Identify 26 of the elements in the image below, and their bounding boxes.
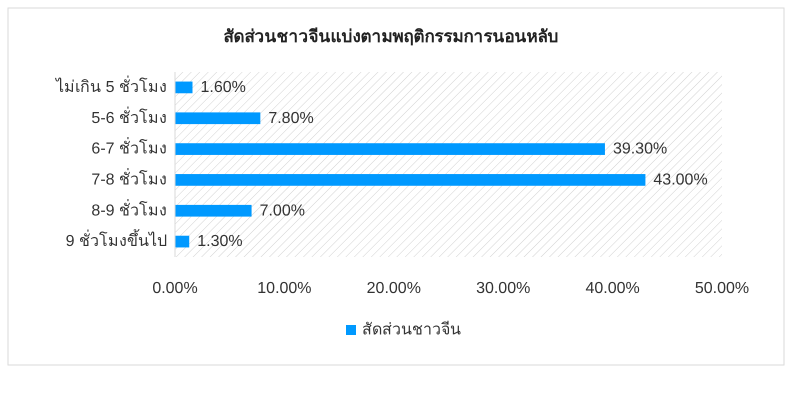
y-tick-label: ไม่เกิน 5 ชั่วโมง — [54, 74, 167, 96]
x-tick-label: 10.00% — [257, 280, 312, 297]
data-label: 7.00% — [260, 202, 305, 220]
bar — [175, 236, 190, 248]
y-tick-label: 7-8 ชั่วโมง — [91, 167, 167, 188]
bar — [175, 143, 605, 155]
bar — [175, 82, 193, 94]
x-tick-label: 30.00% — [476, 280, 530, 297]
y-tick-label: 6-7 ชั่วโมง — [91, 136, 167, 158]
data-label: 1.60% — [200, 78, 246, 96]
chart-title: สัดส่วนชาวจีนแบ่งตามพฤติกรรมการนอนหลับ — [224, 26, 558, 46]
data-label: 7.80% — [268, 110, 314, 127]
data-label: 43.00% — [653, 171, 708, 188]
y-tick-label: 8-9 ชั่วโมง — [91, 198, 167, 220]
legend-label: สัดส่วนชาวจีน — [362, 320, 461, 338]
y-tick-label: 9 ชั่วโมงขึ้นไป — [66, 229, 167, 250]
x-tick-label: 20.00% — [366, 280, 421, 297]
x-tick-label: 0.00% — [152, 280, 198, 297]
data-label: 1.30% — [197, 233, 243, 250]
bar — [175, 174, 646, 186]
x-tick-label: 40.00% — [585, 280, 640, 297]
data-label: 39.30% — [612, 140, 668, 158]
bar — [175, 112, 260, 124]
bar — [175, 204, 252, 217]
y-tick-label: 5-6 ชั่วโมง — [91, 106, 167, 127]
x-tick-label: 50.00% — [694, 280, 750, 297]
